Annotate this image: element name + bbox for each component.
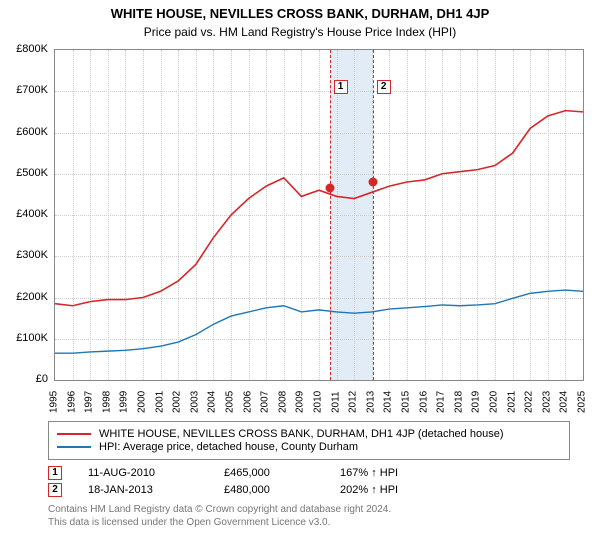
event-marker-icon: 1: [48, 466, 62, 480]
x-axis-label: 2007: [260, 391, 271, 413]
event-price: £480,000: [224, 484, 314, 496]
x-axis-label: 2003: [189, 391, 200, 413]
series-property: [55, 111, 583, 306]
x-axis-label: 2004: [207, 391, 218, 413]
legend-item: WHITE HOUSE, NEVILLES CROSS BANK, DURHAM…: [57, 428, 561, 440]
x-axis-label: 2001: [154, 391, 165, 413]
legend-label: WHITE HOUSE, NEVILLES CROSS BANK, DURHAM…: [99, 428, 503, 440]
legend-item: HPI: Average price, detached house, Coun…: [57, 441, 561, 453]
event-marker-icon: 2: [48, 483, 62, 497]
event-marker-box: 1: [334, 80, 348, 94]
x-axis-label: 2022: [524, 391, 535, 413]
chart-title: WHITE HOUSE, NEVILLES CROSS BANK, DURHAM…: [0, 0, 600, 21]
x-axis-label: 2014: [383, 391, 394, 413]
footer-line2: This data is licensed under the Open Gov…: [48, 516, 570, 529]
event-vline: [373, 50, 374, 380]
x-axis-label: 2005: [225, 391, 236, 413]
event-vline: [330, 50, 331, 380]
x-axis-label: 2010: [313, 391, 324, 413]
x-axis-label: 2011: [330, 391, 341, 413]
x-axis-label: 2024: [559, 391, 570, 413]
x-axis-label: 2000: [137, 391, 148, 413]
x-axis-label: 2020: [489, 391, 500, 413]
event-date: 18-JAN-2013: [88, 484, 198, 496]
chart-area: £0 £100K £200K £300K £400K £500K £600K £700K £80…: [0, 45, 600, 415]
x-axis-label: 2015: [401, 391, 412, 413]
x-axis-label: 2006: [242, 391, 253, 413]
legend-label: HPI: Average price, detached house, Coun…: [99, 441, 358, 453]
footer-attribution: Contains HM Land Registry data © Crown c…: [48, 503, 570, 529]
y-axis-label: £100K: [0, 332, 48, 344]
event-delta: 167% ↑ HPI: [340, 467, 398, 479]
event-marker-box: 2: [377, 80, 391, 94]
event-date: 11-AUG-2010: [88, 467, 198, 479]
event-sale-dot: [368, 178, 377, 187]
event-row: 2 18-JAN-2013 £480,000 202% ↑ HPI: [48, 483, 570, 497]
x-axis-label: 2023: [541, 391, 552, 413]
y-axis-label: £300K: [0, 249, 48, 261]
chart-subtitle: Price paid vs. HM Land Registry's House …: [0, 21, 600, 45]
x-axis-label: 1995: [49, 391, 60, 413]
x-axis-label: 2016: [418, 391, 429, 413]
footer-line1: Contains HM Land Registry data © Crown c…: [48, 503, 570, 516]
event-table: 1 11-AUG-2010 £465,000 167% ↑ HPI 2 18-JAN-20…: [48, 466, 570, 497]
x-axis-label: 1997: [84, 391, 95, 413]
x-axis-label: 2018: [453, 391, 464, 413]
x-axis-label: 2021: [506, 391, 517, 413]
legend: WHITE HOUSE, NEVILLES CROSS BANK, DURHAM…: [48, 421, 570, 460]
x-axis-label: 2008: [277, 391, 288, 413]
x-axis-label: 2013: [365, 391, 376, 413]
x-axis-label: 2017: [436, 391, 447, 413]
x-axis-label: 1996: [66, 391, 77, 413]
y-axis-label: £600K: [0, 126, 48, 138]
y-axis-label: £700K: [0, 84, 48, 96]
series-hpi: [55, 290, 583, 353]
event-row: 1 11-AUG-2010 £465,000 167% ↑ HPI: [48, 466, 570, 480]
x-axis-label: 1999: [119, 391, 130, 413]
event-delta: 202% ↑ HPI: [340, 484, 398, 496]
y-axis-label: £0: [0, 373, 48, 385]
line-series-svg: [55, 50, 583, 380]
x-axis-label: 2019: [471, 391, 482, 413]
x-axis-label: 2012: [348, 391, 359, 413]
y-axis-label: £200K: [0, 291, 48, 303]
legend-swatch: [57, 446, 91, 448]
y-axis-label: £800K: [0, 43, 48, 55]
chart-container: WHITE HOUSE, NEVILLES CROSS BANK, DURHAM…: [0, 0, 600, 560]
x-axis-label: 1998: [101, 391, 112, 413]
plot-area: 12: [54, 49, 584, 381]
event-sale-dot: [325, 184, 334, 193]
y-axis-label: £400K: [0, 208, 48, 220]
legend-swatch: [57, 433, 91, 435]
event-price: £465,000: [224, 467, 314, 479]
x-axis-label: 2025: [577, 391, 588, 413]
y-axis-label: £500K: [0, 167, 48, 179]
x-axis-label: 2009: [295, 391, 306, 413]
x-axis-label: 2002: [172, 391, 183, 413]
